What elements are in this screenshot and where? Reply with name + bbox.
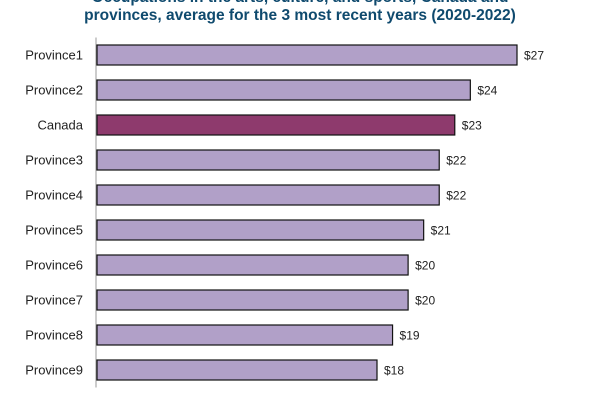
category-label: Province6	[25, 258, 83, 273]
bar	[96, 44, 518, 66]
bar	[96, 289, 409, 311]
category-label: Province3	[25, 153, 83, 168]
value-label: $18	[384, 364, 404, 378]
value-label: $19	[400, 329, 420, 343]
value-label: $22	[446, 189, 466, 203]
bar	[96, 359, 378, 381]
bar	[96, 79, 471, 101]
value-label: $21	[431, 224, 451, 238]
bars-group: Province1 $27 Province2 $24 Canada $23 Provinc…	[25, 44, 544, 381]
value-label: $22	[446, 154, 466, 168]
bar	[96, 324, 394, 346]
category-label: Province1	[25, 48, 83, 63]
chart-title-line-1: Occupations in the arts, culture, and sp…	[0, 0, 600, 8]
value-label: $27	[524, 49, 544, 63]
value-label: $23	[462, 119, 482, 133]
bar-highlight	[96, 114, 456, 136]
value-label: $20	[415, 259, 435, 273]
value-label: $24	[477, 84, 497, 98]
bar	[96, 184, 440, 206]
category-label: Province9	[25, 363, 83, 378]
value-label: $20	[415, 294, 435, 308]
bar	[96, 254, 409, 276]
category-label: Canada	[37, 118, 83, 133]
category-label: Province2	[25, 83, 83, 98]
category-label: Province4	[25, 188, 83, 203]
bar	[96, 149, 440, 171]
category-label: Province5	[25, 223, 83, 238]
bar	[96, 219, 425, 241]
chart-title-line-2: provinces, average for the 3 most recent…	[84, 7, 516, 24]
category-label: Province8	[25, 328, 83, 343]
category-label: Province7	[25, 293, 83, 308]
